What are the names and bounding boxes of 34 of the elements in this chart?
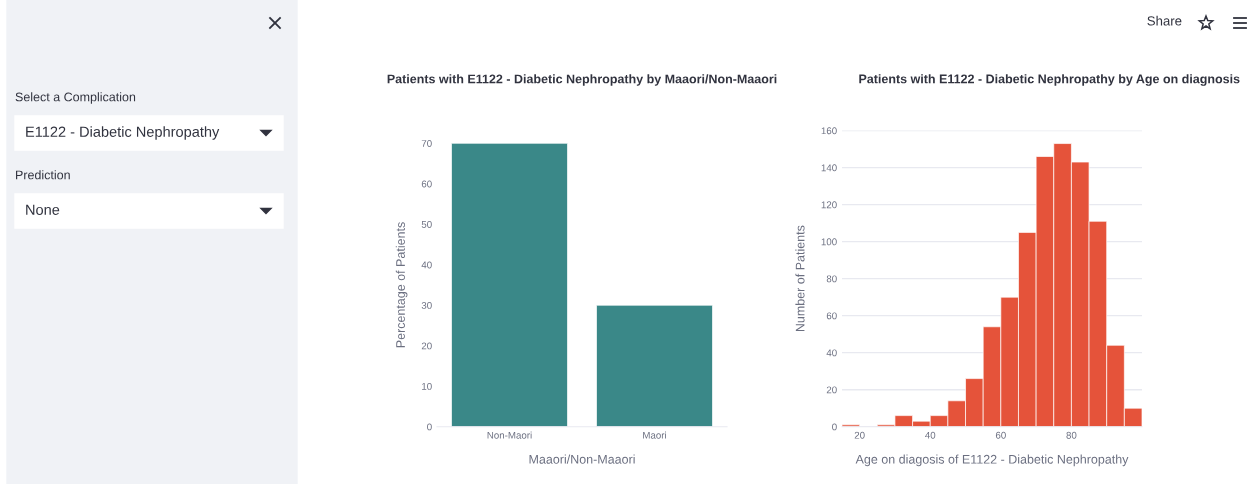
text: Share [1147,15,1182,26]
text: Select a Complication [15,92,136,104]
chart-title: Patients with E1122 - Diabetic Nephropathy by Maaori/Non-Maaori [387,74,777,86]
y-tick-label: 50 [421,221,432,228]
y-tick-label: 30 [421,301,432,309]
x-tick-label: 20 [854,431,865,439]
x-tick-label: 40 [925,431,936,439]
y-tick-label: 60 [421,180,432,188]
text: Prediction [16,170,70,180]
text: E1122 - Diabetic Nephropathy [26,126,220,140]
x-tick-label: Non-Maori [487,431,532,439]
x-tick-label: 60 [995,431,1006,439]
y-tick-label: 0 [832,423,837,431]
y-tick-label: 40 [826,349,837,357]
text: None [26,204,60,215]
y-tick-label: 10 [422,382,432,390]
y-tick-label: 120 [821,201,837,209]
y-tick-label: 40 [421,261,432,269]
y-axis-title: Percentage of Patients [395,222,408,348]
x-tick-label: Maori [643,431,666,439]
y-tick-label: 140 [821,164,837,172]
x-axis-title: Age on diagosis of E1122 - Diabetic Nephropathy [855,454,1129,467]
y-tick-label: 20 [826,386,837,394]
x-axis-title: Maaori/Non-Maaori [529,454,635,464]
y-tick-label: 60 [826,312,837,320]
chart-title: Patients with E1122 - Diabetic Nephropathy by Age on diagnosis [859,74,1240,86]
x-tick-label: 80 [1066,431,1077,439]
y-tick-label: 160 [821,127,837,135]
y-axis-title: Number of Patients [795,225,805,332]
y-tick-label: 20 [421,342,432,350]
y-tick-label: 100 [821,238,837,246]
y-tick-label: 70 [421,140,432,147]
y-tick-label: 80 [826,275,837,283]
y-tick-label: 0 [427,423,432,431]
